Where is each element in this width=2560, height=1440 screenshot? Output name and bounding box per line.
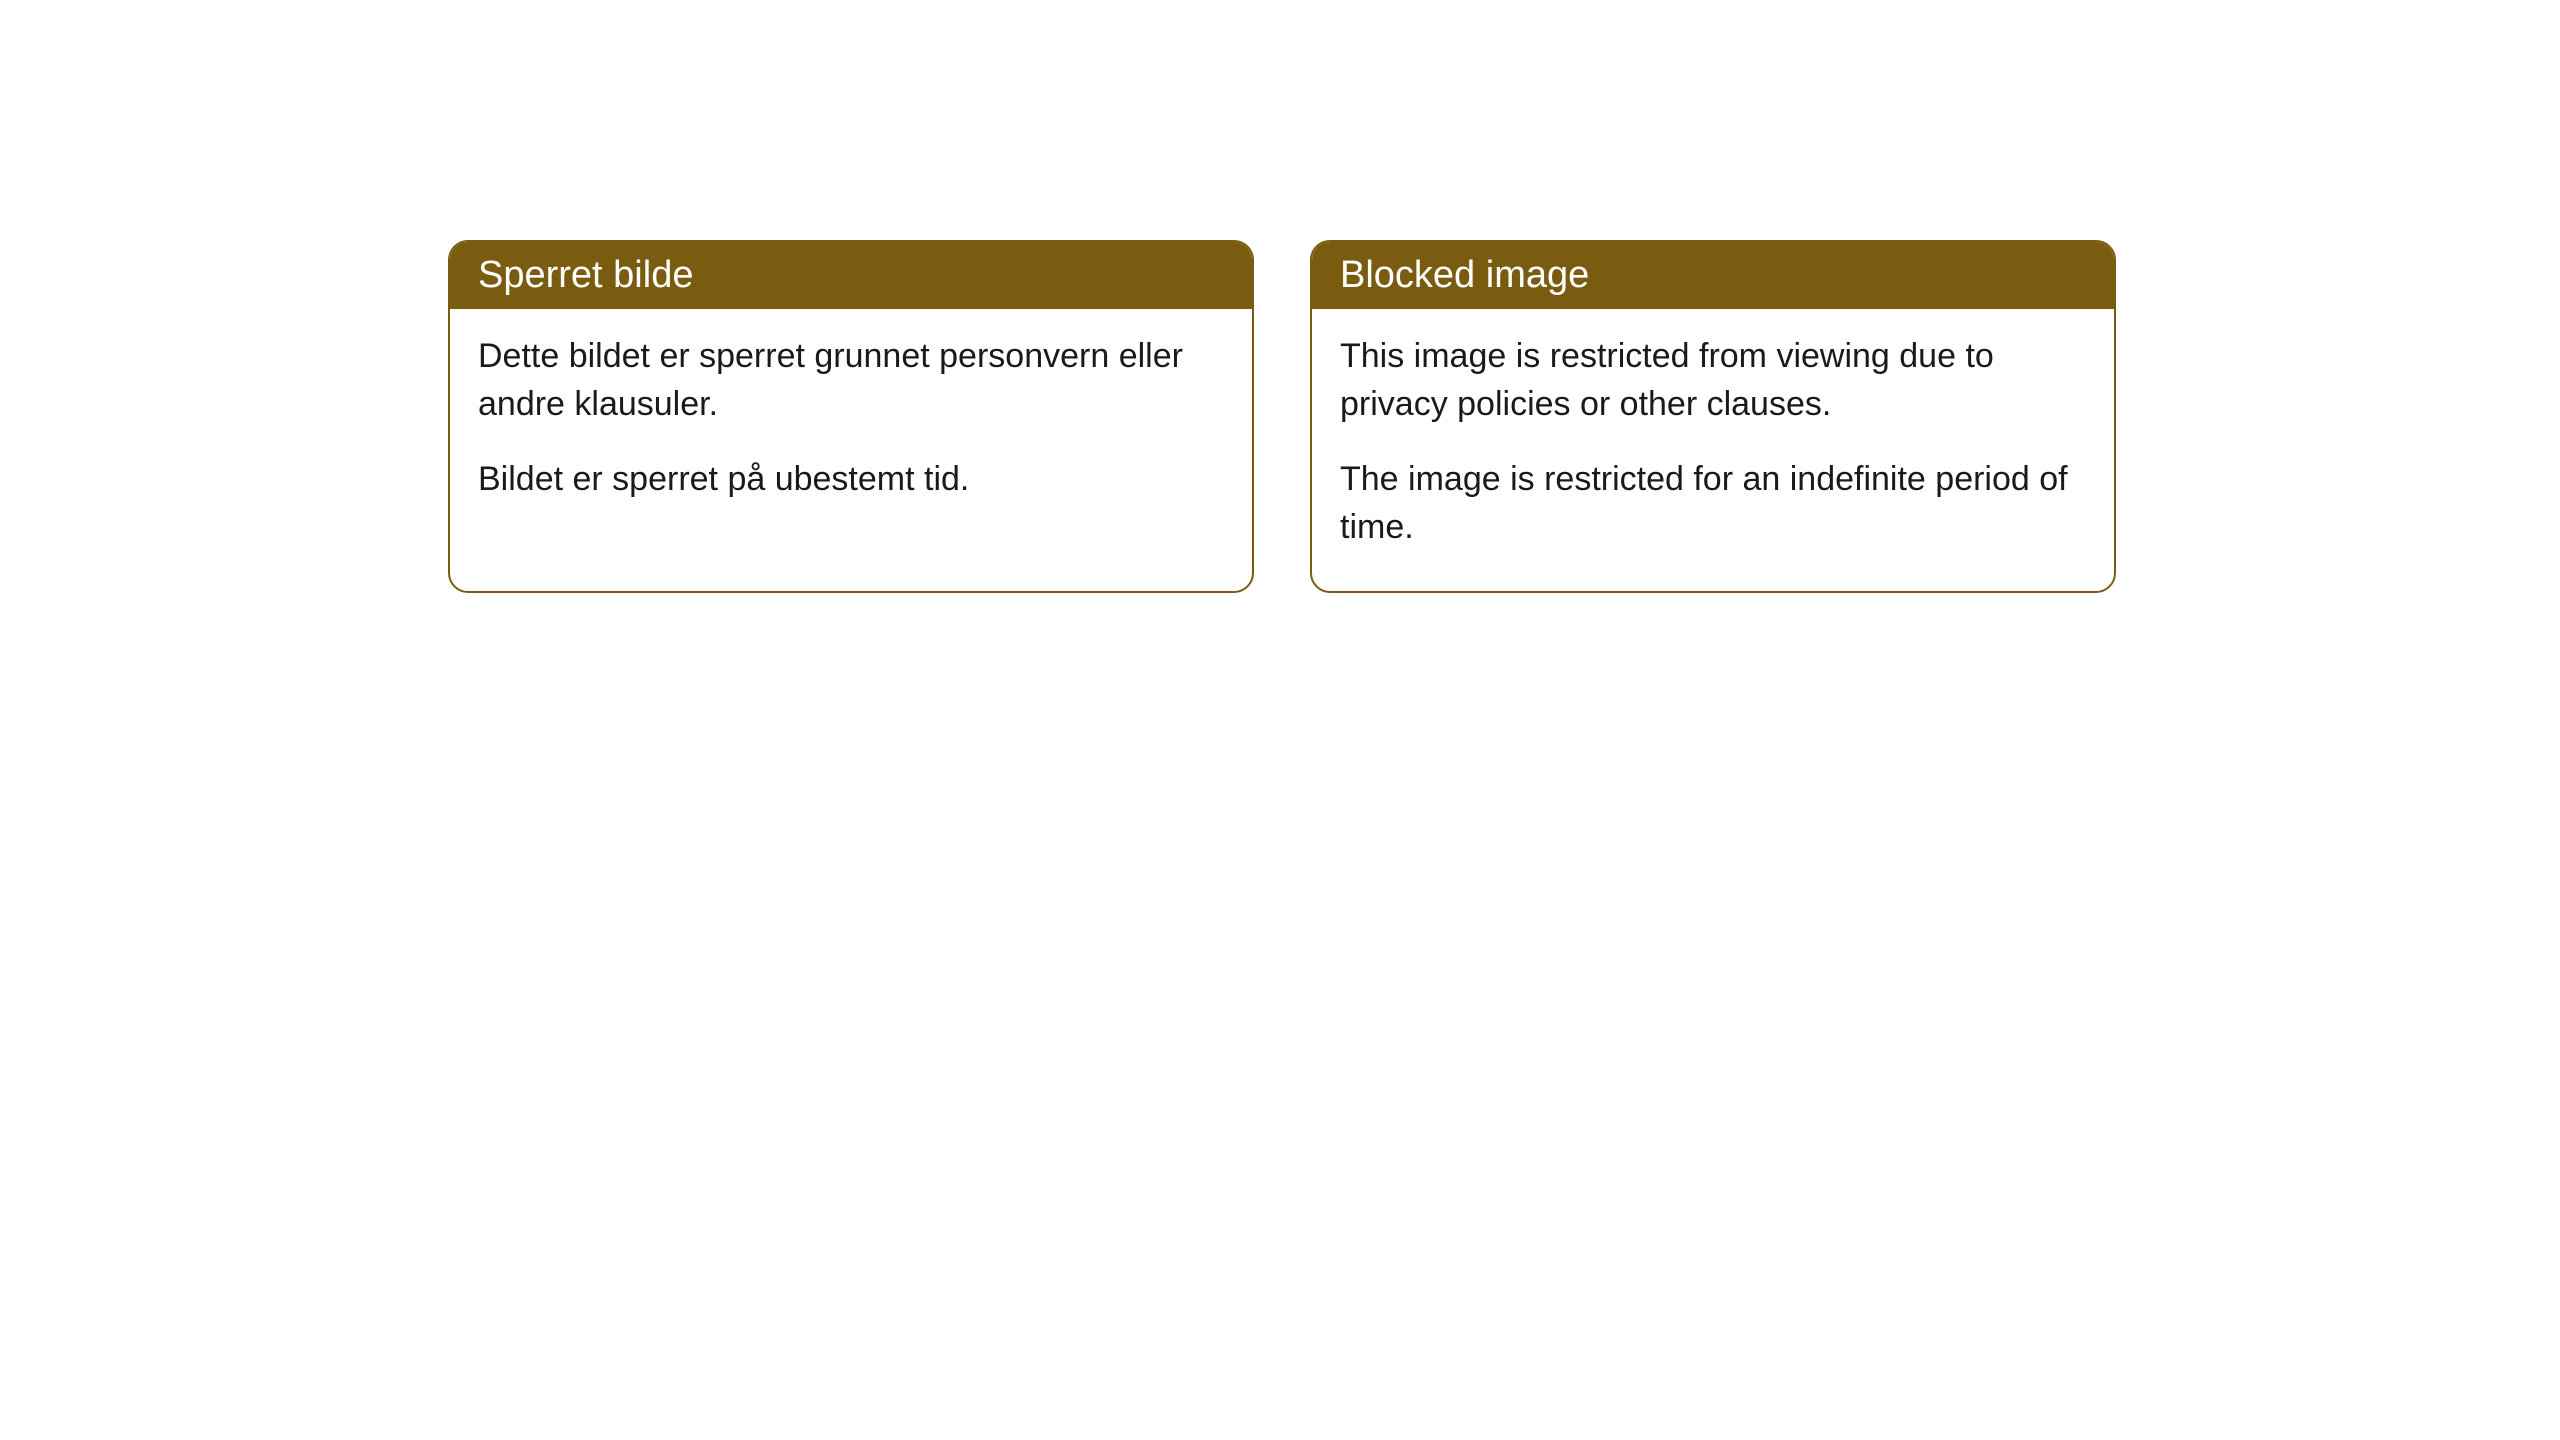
card-paragraph: Dette bildet er sperret grunnet personve… xyxy=(478,333,1224,428)
card-paragraph: Bildet er sperret på ubestemt tid. xyxy=(478,456,1224,504)
card-header: Blocked image xyxy=(1312,242,2114,309)
card-body: Dette bildet er sperret grunnet personve… xyxy=(450,309,1252,544)
blocked-image-card-norwegian: Sperret bilde Dette bildet er sperret gr… xyxy=(448,240,1254,593)
card-title: Sperret bilde xyxy=(478,254,693,296)
card-body: This image is restricted from viewing du… xyxy=(1312,309,2114,591)
card-paragraph: This image is restricted from viewing du… xyxy=(1340,333,2086,428)
card-title: Blocked image xyxy=(1340,254,1589,296)
card-paragraph: The image is restricted for an indefinit… xyxy=(1340,456,2086,551)
card-header: Sperret bilde xyxy=(450,242,1252,309)
blocked-image-card-english: Blocked image This image is restricted f… xyxy=(1310,240,2116,593)
cards-container: Sperret bilde Dette bildet er sperret gr… xyxy=(448,240,2116,593)
